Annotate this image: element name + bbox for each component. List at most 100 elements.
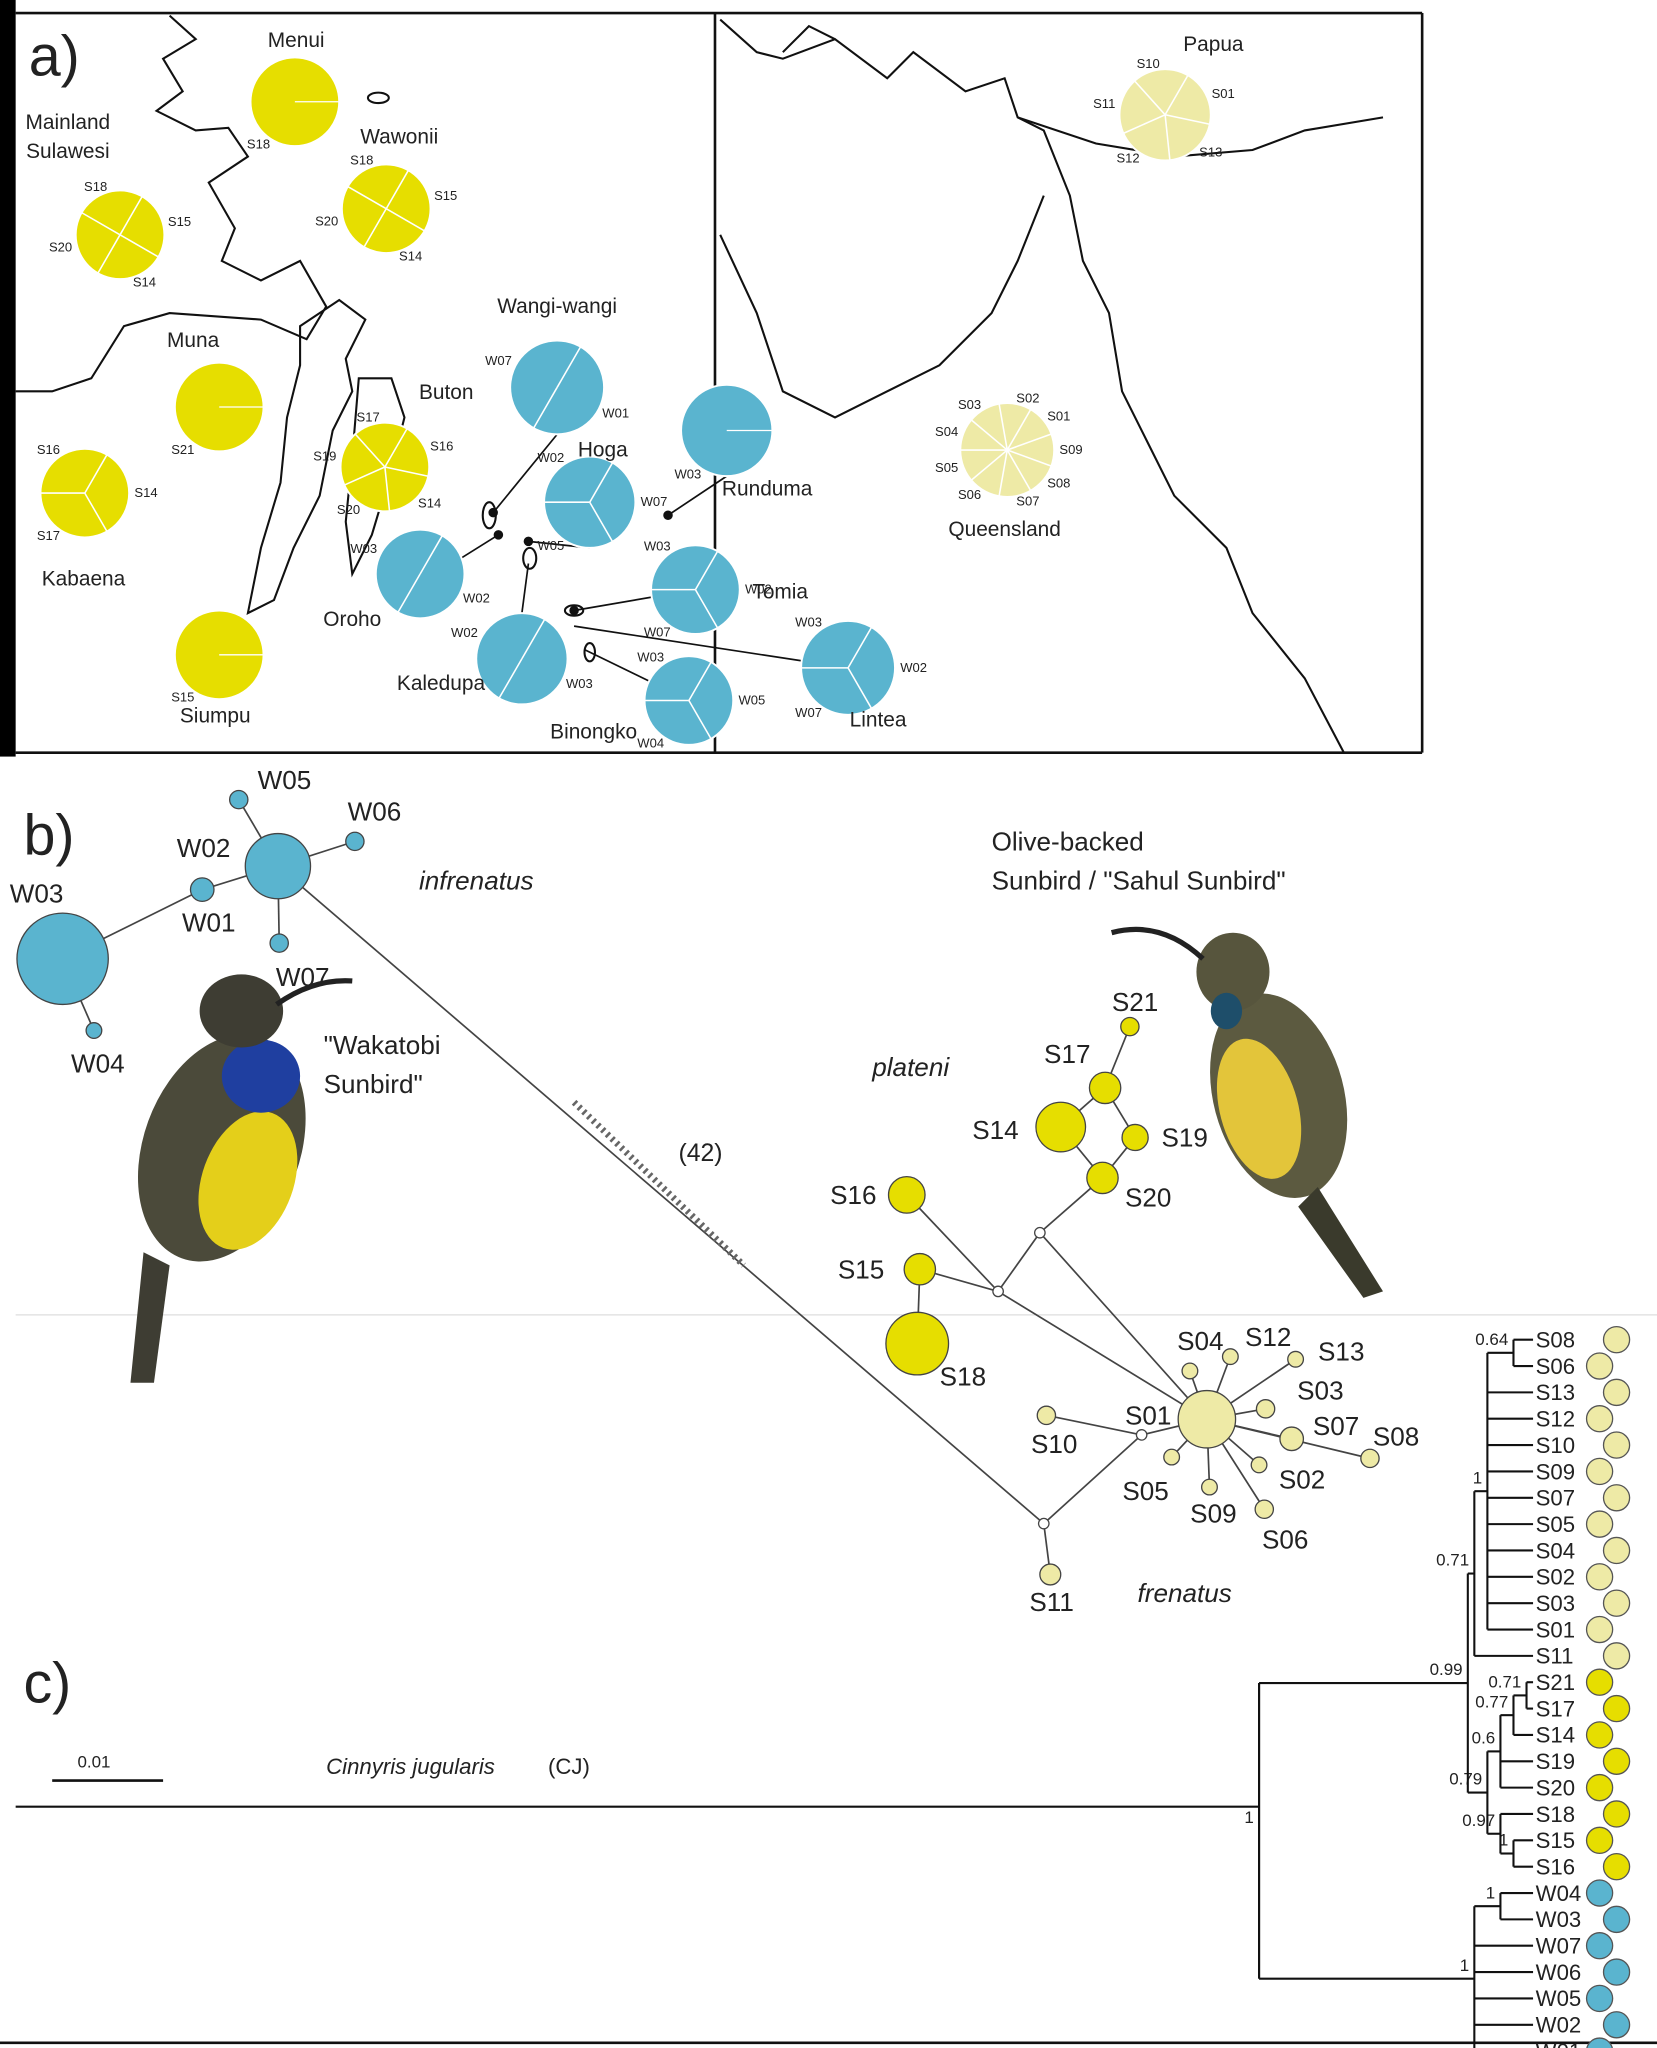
haplotype-label: S05 [935, 460, 958, 475]
haplotype-node [17, 913, 108, 1004]
haplotype-label: S03 [958, 397, 981, 412]
tip-label: S10 [1536, 1433, 1575, 1458]
common-name: "Wakatobi [324, 1030, 441, 1060]
haplotype-node [1122, 1124, 1148, 1150]
haplotype-label: S14 [972, 1115, 1018, 1145]
locality-name: Binongko [550, 720, 637, 743]
tip-marker [1604, 1854, 1630, 1880]
locality-name: Mainland [26, 111, 111, 134]
panel-label: c) [23, 1651, 71, 1715]
tip-label: S13 [1536, 1380, 1575, 1405]
haplotype-label: S07 [1016, 493, 1039, 508]
locality-name: Papua [1183, 33, 1244, 56]
tip-marker [1604, 1748, 1630, 1774]
haplotype-label: S19 [1161, 1123, 1207, 1153]
median-vector [1039, 1518, 1049, 1528]
haplotype-label: S15 [838, 1254, 884, 1284]
tip-label: S21 [1536, 1670, 1575, 1695]
tip-marker [1587, 1616, 1613, 1642]
tip-label: W05 [1536, 1986, 1582, 2011]
haplotype-label: W05 [258, 765, 312, 795]
haplotype-node [346, 832, 364, 850]
locality-name: Tomia [752, 581, 808, 604]
support-value: 1 [1244, 1808, 1253, 1827]
tip-label: S07 [1536, 1486, 1575, 1511]
haplotype-label: W01 [602, 405, 629, 420]
haplotype-node [1087, 1162, 1118, 1193]
haplotype-label: S19 [313, 449, 336, 464]
locality-name: Queensland [948, 518, 1061, 541]
haplotype-node [1256, 1400, 1274, 1418]
haplotype-label: S17 [37, 528, 60, 543]
haplotype-node [1037, 1406, 1055, 1424]
tip-marker [1587, 1511, 1613, 1537]
haplotype-node [1202, 1479, 1218, 1495]
haplotype-label: S10 [1031, 1429, 1077, 1459]
tip-marker [1587, 1985, 1613, 2011]
tip-marker [1604, 1432, 1630, 1458]
tip-label: W03 [1536, 1907, 1582, 1932]
haplotype-label: W05 [738, 692, 765, 707]
support-value: 1 [1460, 1956, 1469, 1975]
haplotype-label: W03 [637, 649, 664, 664]
tip-label: S08 [1536, 1328, 1575, 1353]
locality-name: Wangi-wangi [497, 295, 617, 318]
tip-label: S04 [1536, 1538, 1575, 1563]
haplotype-label: S15 [168, 214, 191, 229]
support-value: 0.64 [1475, 1330, 1508, 1349]
outgroup-name: Cinnyris jugularis [326, 1754, 495, 1779]
tip-label: S15 [1536, 1828, 1575, 1853]
median-vector [1035, 1227, 1045, 1237]
taxon-name: infrenatus [419, 866, 534, 896]
haplotype-label: W07 [644, 624, 671, 639]
tip-label: S03 [1536, 1591, 1575, 1616]
panel-label: b) [23, 803, 74, 867]
haplotype-label: W02 [451, 625, 478, 640]
haplotype-label: S21 [1112, 987, 1158, 1017]
page: {"colors":{"infrenatus":"#5ab4cf","plate… [0, 0, 1657, 2048]
tip-marker [1587, 1669, 1613, 1695]
haplotype-label: W05 [537, 538, 564, 553]
haplotype-label: S18 [350, 153, 373, 168]
tip-marker [1587, 1406, 1613, 1432]
support-value: 0.79 [1449, 1770, 1482, 1789]
taxon-name: frenatus [1138, 1578, 1232, 1608]
haplotype-label: W01 [182, 907, 236, 937]
common-name: Sunbird / "Sahul Sunbird" [992, 866, 1286, 896]
support-value: 0.6 [1472, 1729, 1496, 1748]
tip-label: S05 [1536, 1512, 1575, 1537]
haplotype-label: W02 [463, 591, 490, 606]
haplotype-label: S07 [1313, 1411, 1359, 1441]
tip-marker [1604, 1537, 1630, 1563]
locality-name: Kaledupa [397, 672, 486, 695]
haplotype-label: S14 [134, 485, 157, 500]
support-value: 1 [1486, 1883, 1495, 1902]
tip-label: S02 [1536, 1565, 1575, 1590]
tip-label: S20 [1536, 1775, 1575, 1800]
outgroup-code: (CJ) [548, 1754, 590, 1779]
locality-name: Buton [419, 381, 474, 404]
haplotype-label: S06 [1262, 1524, 1308, 1554]
tip-marker [1604, 2012, 1630, 2038]
haplotype-label: S20 [49, 240, 72, 255]
haplotype-node [1121, 1017, 1139, 1035]
left-bar [0, 0, 16, 757]
haplotype-label: S18 [84, 179, 107, 194]
haplotype-label: W03 [10, 879, 64, 909]
locality-name: Menui [268, 29, 325, 52]
tip-marker [1587, 1722, 1613, 1748]
tip-label: S16 [1536, 1855, 1575, 1880]
haplotype-label: W02 [900, 660, 927, 675]
haplotype-node [904, 1254, 935, 1285]
tip-marker [1587, 1933, 1613, 1959]
haplotype-label: S03 [1297, 1376, 1343, 1406]
common-name: Sunbird" [324, 1069, 423, 1099]
tip-label: S17 [1536, 1696, 1575, 1721]
tip-label: W06 [1536, 1960, 1582, 1985]
tip-label: W02 [1536, 2013, 1582, 2038]
haplotype-label: S18 [247, 137, 270, 152]
haplotype-label: W03 [350, 541, 377, 556]
tip-marker [1604, 1696, 1630, 1722]
locality-name: Runduma [722, 478, 813, 501]
support-value: 0.99 [1430, 1660, 1463, 1679]
